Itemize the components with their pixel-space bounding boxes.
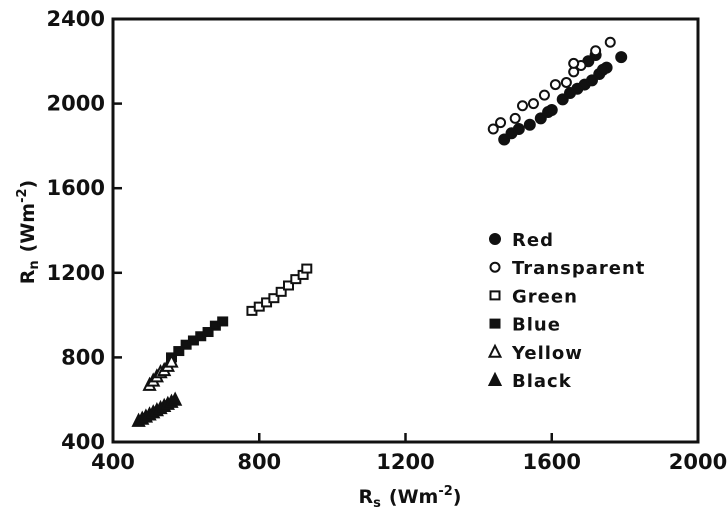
x-tick-label: 1600 [523,450,581,474]
legend-marker-blue [489,318,501,329]
point-transparent [487,123,499,135]
point-red [596,63,609,76]
point-red [534,112,547,125]
point-red [512,122,525,135]
y-tick-label: 1200 [47,261,105,285]
y-axis-title: Rn(Wm-2) [15,180,42,285]
point-red [615,51,628,64]
point-green [301,263,313,274]
legend-marker-black [487,371,503,386]
point-green [283,280,294,291]
point-red [556,93,569,106]
legend-label-transparent: Transparent [512,258,645,279]
legend-label-blue: Blue [512,315,561,336]
legend-label-red: Red [512,230,554,251]
x-tick-label: 1200 [376,450,434,474]
y-tick-label: 2400 [47,7,105,31]
y-tick-label: 800 [61,345,105,369]
point-black [168,391,183,406]
point-transparent [509,112,521,124]
legend-label-black: Black [512,371,572,392]
axis-ticks: 400 800 1200 1600 2000 400 800 1200 1600 2000 2400 [47,7,728,474]
x-tick-label: 800 [237,450,281,474]
legend: Red Transparent Green Blue Yellow Black [487,230,645,392]
point-transparent [495,117,507,129]
point-green [268,293,280,304]
point-transparent [590,45,602,57]
x-tick-label: 2000 [669,450,727,474]
legend-label-green: Green [512,286,578,307]
point-transparent [549,79,561,91]
point-red [545,103,558,116]
point-blue [173,346,185,357]
point-yellow [164,353,179,368]
point-green [275,286,287,297]
legend-marker-transparent [489,261,501,273]
point-transparent [538,89,550,101]
point-transparent [527,98,539,110]
legend-marker-red [489,233,501,245]
plot-frame [111,17,700,444]
point-transparent [560,76,572,88]
legend-marker-yellow [487,343,503,358]
point-transparent [604,36,616,48]
point-red [523,118,536,131]
legend-label-yellow: Yellow [511,343,583,364]
y-tick-label: 2000 [47,92,105,116]
point-transparent [517,100,528,112]
legend-marker-green [489,290,501,301]
point-red [498,133,511,146]
x-axis-title: Rs (Wm-2) [359,484,462,511]
point-red [585,74,598,87]
y-tick-label: 400 [61,430,105,454]
x-tick-label: 400 [91,450,135,474]
point-blue [217,316,229,327]
point-transparent [568,57,580,69]
data-points [131,36,628,427]
y-tick-label: 1600 [47,176,105,200]
point-blue [202,327,214,338]
